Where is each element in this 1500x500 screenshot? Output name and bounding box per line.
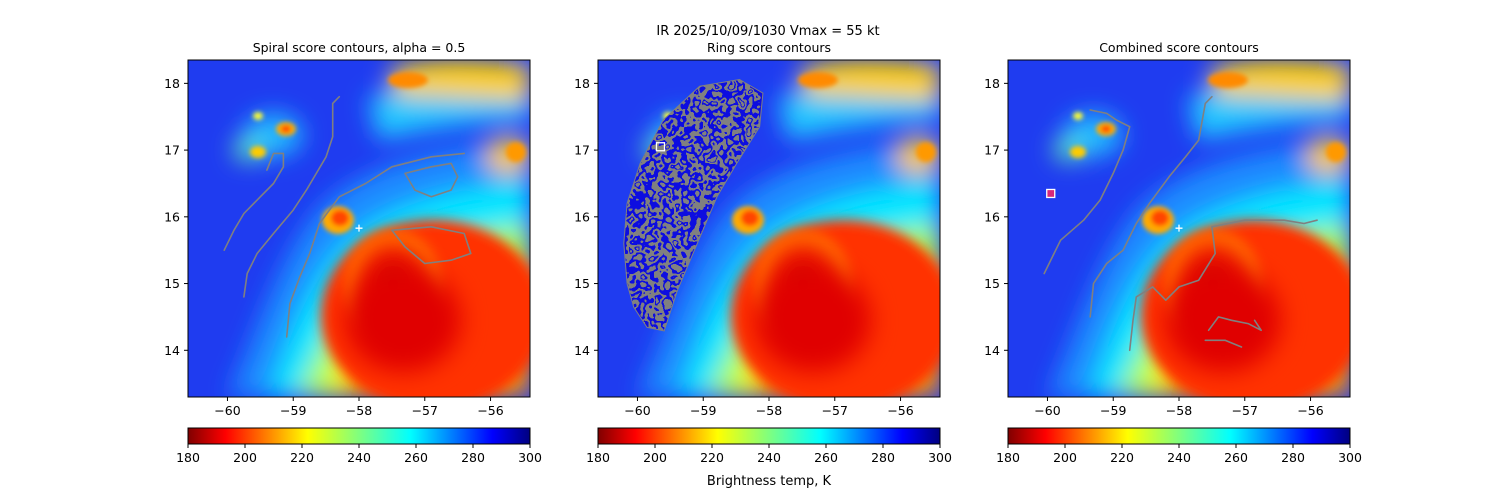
ir-image <box>1008 60 1365 410</box>
ir-image <box>188 60 545 410</box>
panel-combined: Combined score contours −60 −59 −58 −57 −56 … <box>984 40 1365 465</box>
colorbar-tick-label: 300 <box>928 450 952 465</box>
colorbar-tick-label: 180 <box>586 450 610 465</box>
colorbar-tick-label: 220 <box>1110 450 1134 465</box>
y-tick-label: 16 <box>984 209 1000 224</box>
x-tick-label: −59 <box>280 403 306 418</box>
score-contour <box>223 152 285 251</box>
panel-spiral: Spiral score contours, alpha = 0.5 −60 −5… <box>164 40 545 465</box>
score-contour <box>1128 219 1318 352</box>
x-tick-label: −59 <box>690 403 716 418</box>
contour-layer <box>223 95 472 338</box>
x-tick-label: −56 <box>887 403 913 418</box>
y-tick-label: 15 <box>574 276 590 291</box>
x-tick-label: −58 <box>1166 403 1192 418</box>
colorbar-tick-label: 240 <box>347 450 371 465</box>
colorbar-label: Brightness temp, K <box>707 474 832 489</box>
x-tick-label: −57 <box>412 403 438 418</box>
figure-suptitle: IR 2025/10/09/1030 Vmax = 55 kt <box>656 24 879 39</box>
colorbar-tick-label: 240 <box>757 450 781 465</box>
y-tick-label: 16 <box>574 209 590 224</box>
contour-layer <box>1043 95 1318 352</box>
score-contour <box>1207 316 1262 332</box>
y-axis: 14 15 16 17 18 <box>984 76 1008 358</box>
colorbar-tick-label: 200 <box>233 450 257 465</box>
marker-layer <box>355 224 363 232</box>
colorbar: 180 200 220 240 260 280 300 <box>996 427 1362 465</box>
center-cross-marker <box>355 224 363 232</box>
x-axis: −60 −59 −58 −57 −56 <box>1034 397 1324 418</box>
colorbar-tick-label: 200 <box>1053 450 1077 465</box>
score-contour <box>1204 339 1243 348</box>
score-contour <box>1043 109 1131 275</box>
y-tick-label: 14 <box>984 343 1000 358</box>
colorbar-gradient <box>597 427 941 445</box>
colorbar-tick-label: 200 <box>643 450 667 465</box>
x-tick-label: −56 <box>477 403 503 418</box>
x-axis: −60 −59 −58 −57 −56 <box>214 397 504 418</box>
y-tick-label: 17 <box>984 143 1000 158</box>
x-tick-label: −60 <box>624 403 650 418</box>
colorbar-tick-label: 280 <box>871 450 895 465</box>
panel-ring: Ring score contours −60 −59 −58 −57 −56 14 15… <box>574 40 952 489</box>
x-tick-label: −57 <box>822 403 848 418</box>
square-marker <box>655 142 666 152</box>
colorbar-tick-label: 240 <box>1167 450 1191 465</box>
colorbar-tick-label: 260 <box>1224 450 1248 465</box>
y-tick-label: 18 <box>164 76 180 91</box>
colorbar-tick-label: 260 <box>404 450 428 465</box>
score-contour <box>391 226 472 265</box>
square-marker <box>1046 188 1056 199</box>
x-tick-label: −58 <box>346 403 372 418</box>
x-tick-label: −59 <box>1100 403 1126 418</box>
panel-title: Ring score contours <box>707 40 831 55</box>
y-tick-label: 15 <box>164 276 180 291</box>
marker-layer <box>1046 188 1183 232</box>
colorbar-tick-label: 300 <box>518 450 542 465</box>
colorbar-gradient <box>187 427 531 445</box>
colorbar-tick-label: 180 <box>996 450 1020 465</box>
panel-title: Combined score contours <box>1099 40 1259 55</box>
score-contour <box>1089 95 1213 318</box>
score-contour <box>404 162 459 198</box>
y-tick-label: 18 <box>984 76 1000 91</box>
y-tick-label: 15 <box>984 276 1000 291</box>
colorbar: 180 200 220 240 260 280 300 <box>586 427 952 465</box>
marker-layer <box>655 142 666 152</box>
y-tick-label: 16 <box>164 209 180 224</box>
x-tick-label: −60 <box>1034 403 1060 418</box>
colorbar-tick-label: 280 <box>461 450 485 465</box>
y-tick-label: 17 <box>574 143 590 158</box>
panel-title: Spiral score contours, alpha = 0.5 <box>253 40 466 55</box>
x-tick-label: −57 <box>1232 403 1258 418</box>
y-axis: 14 15 16 17 18 <box>574 76 598 358</box>
x-tick-label: −56 <box>1297 403 1323 418</box>
y-tick-label: 14 <box>164 343 180 358</box>
y-tick-label: 18 <box>574 76 590 91</box>
score-contour <box>243 95 341 298</box>
score-contour <box>285 152 466 338</box>
colorbar-gradient <box>1007 427 1351 445</box>
y-tick-label: 17 <box>164 143 180 158</box>
colorbar-tick-label: 280 <box>1281 450 1305 465</box>
x-tick-label: −60 <box>214 403 240 418</box>
x-tick-label: −58 <box>756 403 782 418</box>
colorbar: 180 200 220 240 260 280 300 <box>176 427 542 465</box>
y-tick-label: 14 <box>574 343 590 358</box>
colorbar-tick-label: 180 <box>176 450 200 465</box>
x-axis: −60 −59 −58 −57 −56 <box>624 397 914 418</box>
colorbar-tick-label: 220 <box>700 450 724 465</box>
colorbar-tick-label: 300 <box>1338 450 1362 465</box>
colorbar-tick-label: 260 <box>814 450 838 465</box>
y-axis: 14 15 16 17 18 <box>164 76 188 358</box>
center-cross-marker <box>1175 224 1183 232</box>
colorbar-tick-label: 220 <box>290 450 314 465</box>
